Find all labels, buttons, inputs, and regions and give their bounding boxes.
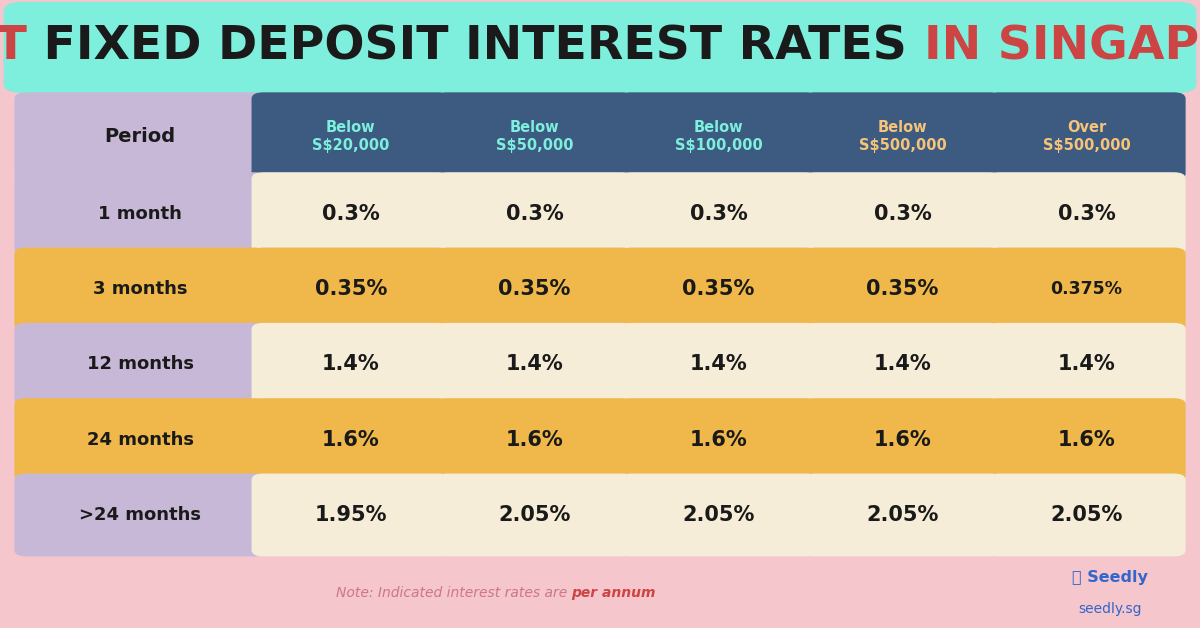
FancyBboxPatch shape [988,247,1186,330]
Text: 🌱 Seedly: 🌱 Seedly [1072,570,1148,585]
Text: 3 months: 3 months [92,280,187,298]
Text: 12 months: 12 months [86,355,193,373]
Text: Below
S$20,000: Below S$20,000 [312,119,389,153]
FancyBboxPatch shape [4,2,1196,93]
FancyBboxPatch shape [436,172,634,255]
FancyBboxPatch shape [252,172,450,255]
FancyBboxPatch shape [803,172,1002,255]
FancyBboxPatch shape [988,172,1186,255]
Text: 1.6%: 1.6% [874,430,931,450]
FancyBboxPatch shape [436,92,634,180]
Text: IN SINGAPORE: IN SINGAPORE [924,25,1200,70]
Text: 1.6%: 1.6% [1057,430,1115,450]
Text: Over
S$500,000: Over S$500,000 [1043,119,1130,153]
Text: Below
S$50,000: Below S$50,000 [496,119,574,153]
FancyBboxPatch shape [803,474,1002,556]
FancyBboxPatch shape [803,92,1002,180]
Text: 2.05%: 2.05% [866,505,938,525]
Text: 0.35%: 0.35% [683,279,755,299]
FancyBboxPatch shape [252,323,450,406]
Text: 0.3%: 0.3% [874,203,931,224]
Text: >24 months: >24 months [79,506,202,524]
FancyBboxPatch shape [436,398,634,481]
FancyBboxPatch shape [14,323,266,406]
Text: 1.6%: 1.6% [690,430,748,450]
Text: 0.35%: 0.35% [314,279,386,299]
FancyBboxPatch shape [14,398,266,481]
Text: 2.05%: 2.05% [498,505,571,525]
Text: BEST: BEST [0,25,28,70]
Text: 1.4%: 1.4% [690,354,748,374]
FancyBboxPatch shape [988,323,1186,406]
Text: 1.6%: 1.6% [505,430,564,450]
FancyBboxPatch shape [619,474,817,556]
Text: 0.3%: 0.3% [322,203,379,224]
Text: 1.95%: 1.95% [314,505,386,525]
FancyBboxPatch shape [436,247,634,330]
FancyBboxPatch shape [803,247,1002,330]
Text: 24 months: 24 months [86,431,193,448]
FancyBboxPatch shape [619,247,817,330]
Text: 1.4%: 1.4% [505,354,564,374]
FancyBboxPatch shape [252,92,450,180]
Text: 2.05%: 2.05% [1050,505,1123,525]
FancyBboxPatch shape [436,474,634,556]
Text: 1.6%: 1.6% [322,430,379,450]
Text: 0.3%: 0.3% [690,203,748,224]
Text: Period: Period [104,126,175,146]
FancyBboxPatch shape [803,323,1002,406]
Text: 0.3%: 0.3% [505,203,564,224]
Text: Below
S$500,000: Below S$500,000 [859,119,947,153]
Text: 2.05%: 2.05% [683,505,755,525]
FancyBboxPatch shape [988,398,1186,481]
Text: 1 month: 1 month [98,205,182,223]
FancyBboxPatch shape [988,474,1186,556]
FancyBboxPatch shape [252,247,450,330]
Text: 1.4%: 1.4% [322,354,379,374]
FancyBboxPatch shape [252,474,450,556]
Text: 0.35%: 0.35% [866,279,938,299]
FancyBboxPatch shape [14,172,266,255]
Text: seedly.sg: seedly.sg [1079,602,1141,616]
Text: 0.3%: 0.3% [1057,203,1115,224]
FancyBboxPatch shape [14,474,266,556]
FancyBboxPatch shape [619,172,817,255]
Text: FIXED DEPOSIT INTEREST RATES: FIXED DEPOSIT INTEREST RATES [28,25,924,70]
FancyBboxPatch shape [14,92,266,180]
FancyBboxPatch shape [252,398,450,481]
FancyBboxPatch shape [988,92,1186,180]
Text: 1.4%: 1.4% [874,354,931,374]
Text: per annum: per annum [571,587,656,600]
Text: 0.35%: 0.35% [498,279,571,299]
Text: 0.375%: 0.375% [1050,280,1122,298]
FancyBboxPatch shape [14,247,266,330]
Text: 1.4%: 1.4% [1057,354,1115,374]
FancyBboxPatch shape [619,398,817,481]
FancyBboxPatch shape [619,92,817,180]
Text: Note: Indicated interest rates are: Note: Indicated interest rates are [336,587,571,600]
FancyBboxPatch shape [436,323,634,406]
Text: Below
S$100,000: Below S$100,000 [674,119,762,153]
FancyBboxPatch shape [803,398,1002,481]
FancyBboxPatch shape [619,323,817,406]
